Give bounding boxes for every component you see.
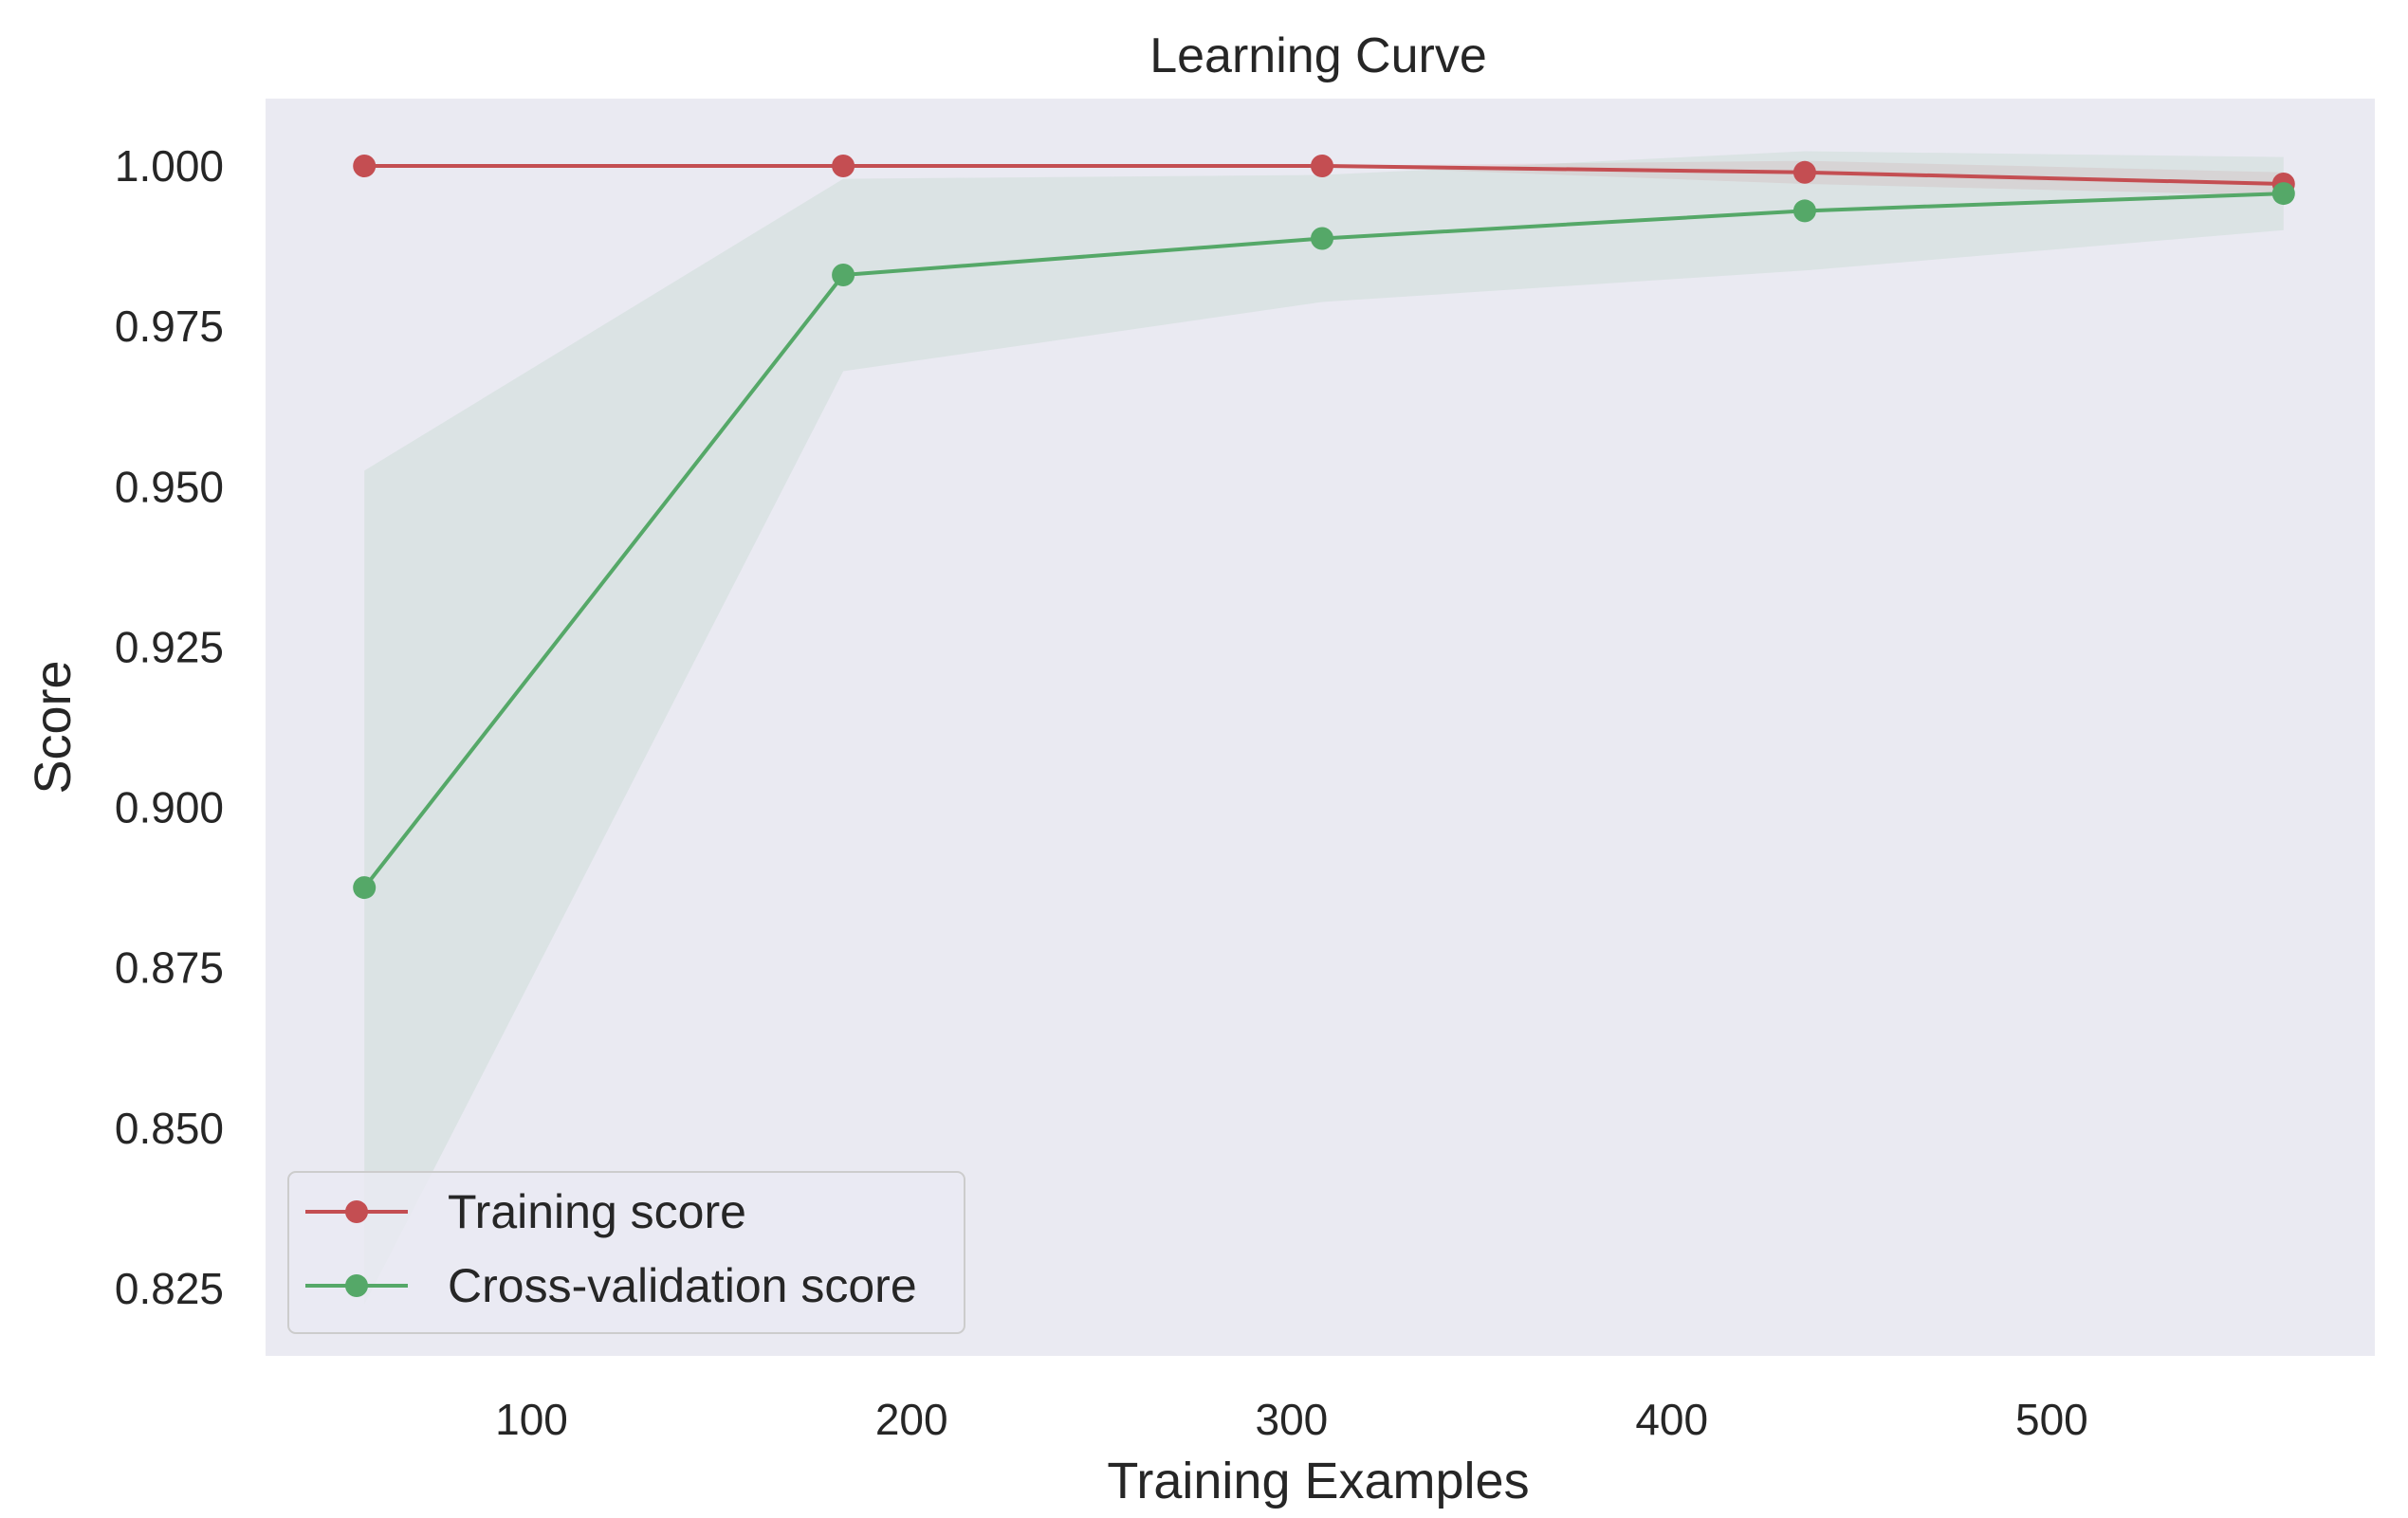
cross-validation-score-point [832,264,855,286]
y-tick-label: 0.950 [115,462,224,511]
legend-label: Training score [448,1185,746,1238]
legend-marker [345,1200,368,1223]
y-tick-label: 0.825 [115,1264,224,1313]
y-tick-label: 0.850 [115,1104,224,1153]
legend-entries: Training score Cross-validation score [305,1185,917,1312]
training-score-point [832,155,855,177]
legend-label: Cross-validation score [448,1259,917,1312]
x-tick-label: 200 [875,1395,948,1444]
cross-validation-score-point [1792,199,1816,223]
x-tick-label: 400 [1635,1395,1708,1444]
y-tick-label: 0.875 [115,943,224,993]
chart-title: Learning Curve [1149,28,1487,83]
cross-validation-score-point [1311,227,1333,250]
y-axis-ticks: 0.825 0.850 0.875 0.900 0.925 0.950 0.975 1.000 [115,141,224,1313]
cross-validation-score-point [2271,182,2295,206]
plot-area [266,99,2375,1356]
y-axis-label: Score [25,660,82,794]
legend-box [287,1171,965,1334]
training-score-point [353,155,377,177]
x-axis-ticks: 100 200 300 400 500 [495,1395,2088,1444]
y-tick-label: 0.975 [115,302,224,351]
x-tick-label: 300 [1256,1395,1329,1444]
y-tick-label: 0.900 [115,783,224,832]
training-score-point [1792,160,1816,184]
y-tick-label: 1.000 [115,141,224,191]
x-tick-label: 100 [495,1395,568,1444]
training-score-point [1311,155,1333,177]
y-tick-label: 0.925 [115,622,224,671]
x-tick-label: 500 [2015,1395,2088,1444]
series-markers [353,155,2295,900]
cross-validation-score-point [353,876,377,900]
x-axis-label: Training Examples [1107,1453,1529,1509]
legend-marker [345,1274,368,1297]
legend: Training score Cross-validation score [287,1171,965,1334]
